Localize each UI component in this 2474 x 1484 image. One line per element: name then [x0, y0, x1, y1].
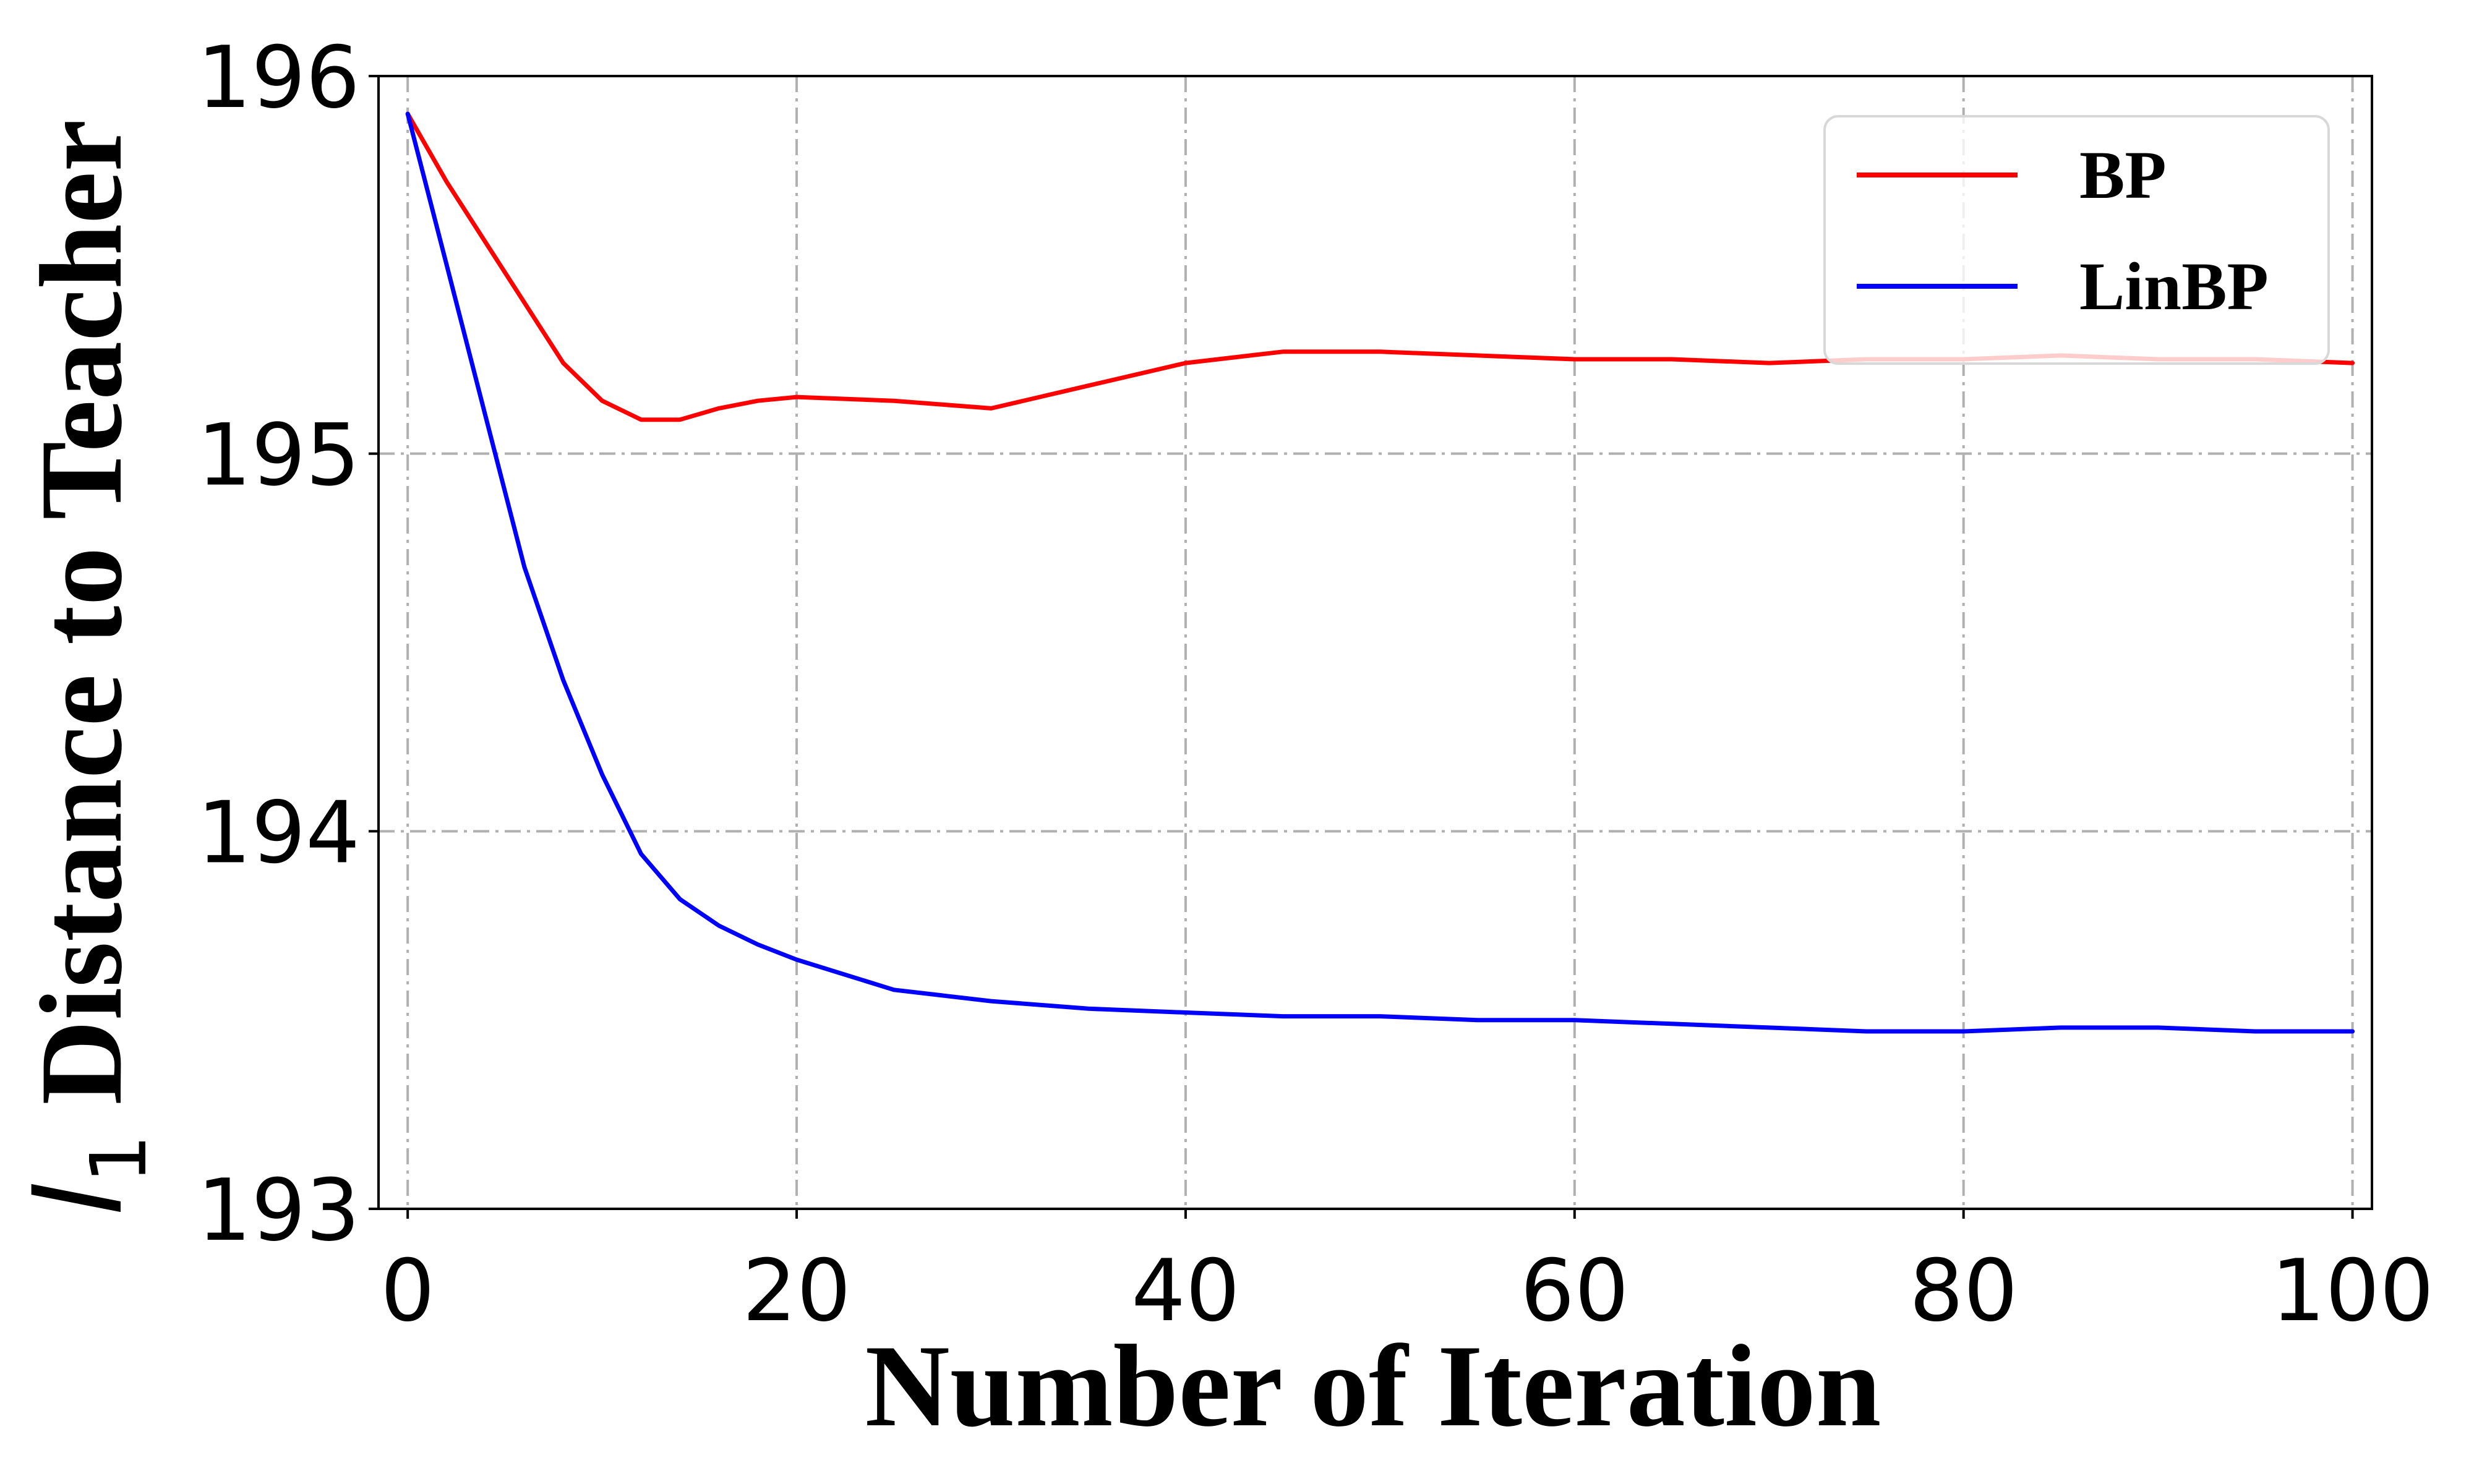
x-tick-label: 60 [1520, 1241, 1629, 1341]
y-axis-title-text: Distance to Teacher [17, 119, 147, 1134]
legend-label-linbp: LinBP [2079, 249, 2269, 324]
y-tick-label: 195 [197, 406, 360, 505]
y-tick-label: 193 [197, 1161, 360, 1260]
series-line-linbp [405, 111, 2355, 1034]
axis-ticks: 0 20 40 60 80 100 193 194 195 196 [197, 28, 2434, 1341]
legend-label-bp: BP [2079, 137, 2167, 213]
x-tick-label: 40 [1131, 1241, 1240, 1341]
x-tick-label: 100 [2271, 1241, 2434, 1341]
y-tick-label: 196 [197, 28, 360, 127]
legend-box [1823, 115, 2330, 365]
y-tick-label: 194 [197, 783, 360, 882]
x-tick-label: 0 [380, 1241, 435, 1341]
y-axis-title: l1 Distance to Teacher [12, 119, 164, 1216]
legend: BP LinBP [1823, 115, 2330, 365]
plot-frame [377, 75, 2373, 1210]
y-axis-title-italic: l [12, 1183, 148, 1216]
x-axis-title: Number of Iteration [865, 1321, 1881, 1451]
y-axis-title-subscript: 1 [74, 1134, 164, 1183]
x-tick-label: 80 [1909, 1241, 2018, 1341]
x-tick-label: 20 [742, 1241, 851, 1341]
